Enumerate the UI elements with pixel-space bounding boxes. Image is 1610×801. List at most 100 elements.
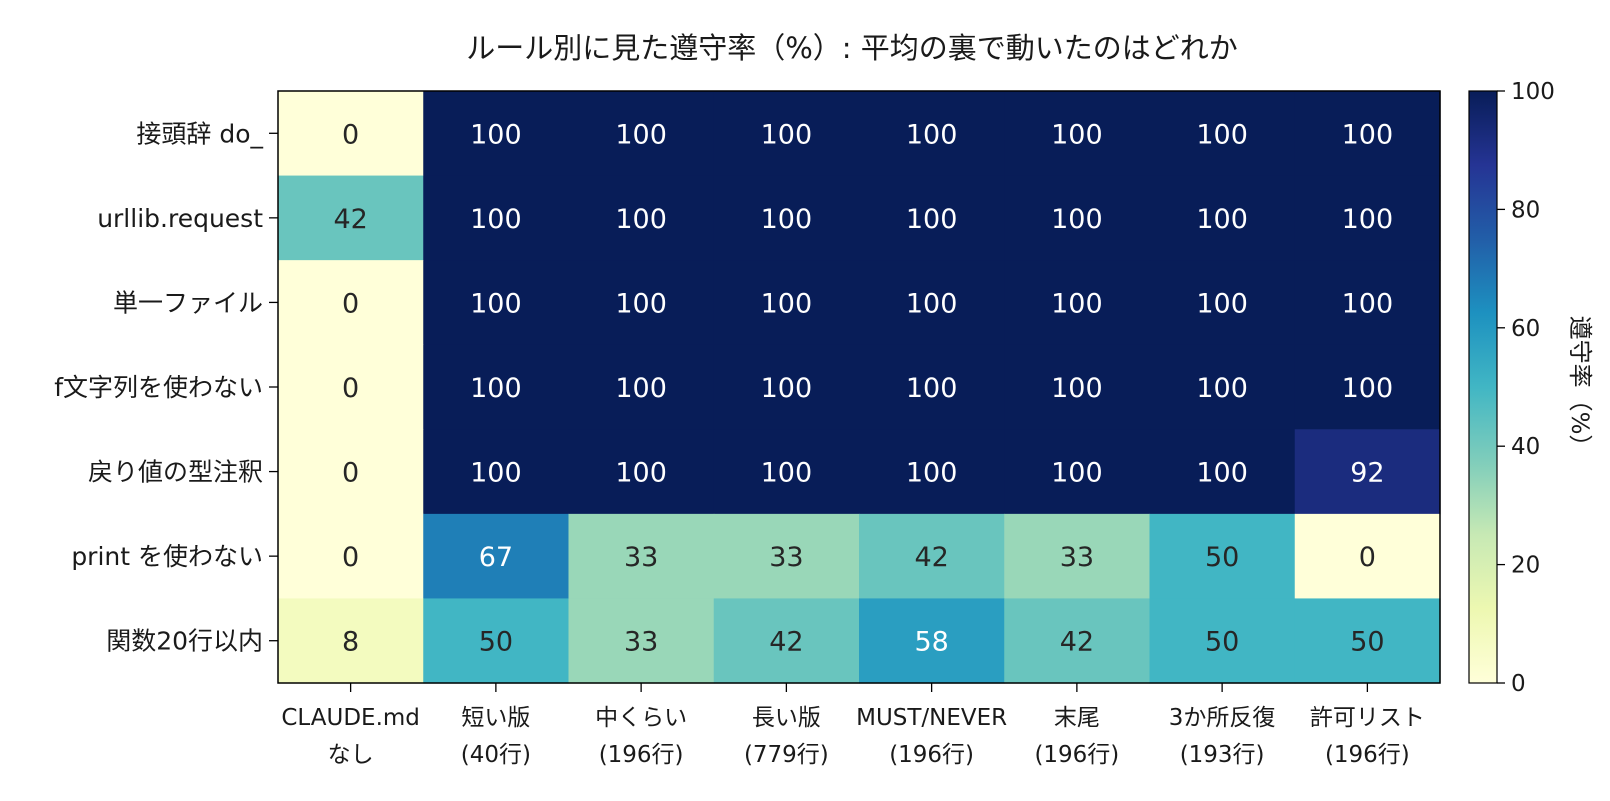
column-label: CLAUDE.md <box>281 705 420 731</box>
heatmap-cell <box>859 260 1005 346</box>
row-label: 接頭辞 do_ <box>136 119 263 148</box>
cell-value-label: 100 <box>761 119 813 150</box>
heatmap-cell <box>1294 513 1441 600</box>
heatmap-cell <box>568 513 715 600</box>
cell-value-label: 100 <box>1196 373 1248 404</box>
cell-value-label: 100 <box>1342 288 1394 319</box>
row-label: print を使わない <box>71 542 263 571</box>
heatmap-cell <box>568 91 715 177</box>
cell-value-label: 100 <box>906 288 958 319</box>
row-label: urllib.request <box>97 204 263 233</box>
heatmap-cell <box>278 260 424 346</box>
row-axis: 接頭辞 do_ urllib.request 単一ファイル f文字列を使わない戻り値の… <box>54 119 278 656</box>
row-label: 戻り値の型注釈 <box>88 458 263 487</box>
cell-value-label: 100 <box>1051 288 1103 319</box>
cell-value-label: 50 <box>1205 542 1239 573</box>
column-label: MUST/NEVER <box>856 705 1007 731</box>
cell-value-label: 50 <box>1205 627 1239 658</box>
cell-value-label: 42 <box>1060 627 1094 658</box>
cell-value-label: 0 <box>342 542 359 573</box>
cell-value-label: 100 <box>761 458 813 489</box>
cell-value-label: 100 <box>615 458 667 489</box>
heatmap-cell <box>568 598 715 684</box>
heatmap-cell <box>713 344 860 430</box>
cell-value-label: 0 <box>342 288 359 319</box>
column-label: (193行) <box>1180 742 1265 768</box>
row-label: 単一ファイル <box>113 288 263 317</box>
colorbar-tick-label: 100 <box>1511 79 1555 105</box>
heatmap-cell <box>713 429 860 515</box>
column-label: 3か所反復 <box>1169 705 1276 731</box>
heatmap-cell <box>1004 91 1151 177</box>
heatmap-cell <box>423 429 570 515</box>
heatmap-cell <box>1149 344 1296 430</box>
heatmap-cell <box>1149 175 1296 261</box>
heatmap-cell <box>1294 91 1441 177</box>
heatmap-cell <box>713 513 860 600</box>
heatmap-cell <box>1294 175 1441 261</box>
colorbar-label: 遵守率（%） <box>1566 316 1594 459</box>
cell-value-label: 100 <box>1051 204 1103 235</box>
colorbar-tick-label: 80 <box>1511 197 1540 223</box>
column-label: (196行) <box>1034 742 1119 768</box>
column-label: 中くらい <box>595 705 687 731</box>
cell-value-label: 100 <box>615 119 667 150</box>
heatmap-cell <box>423 260 570 346</box>
column-label: 末尾 <box>1054 705 1100 731</box>
heatmap-cell <box>1149 598 1296 684</box>
heatmap-cell <box>1294 429 1441 515</box>
heatmap-cell <box>278 429 424 515</box>
cell-value-label: 67 <box>479 542 513 573</box>
cell-value-labels: 0 100 100 100 100 100 100 100 42 100 100 100 100 100 1… <box>333 119 1393 657</box>
cell-value-label: 100 <box>1196 119 1248 150</box>
cell-value-label: 100 <box>1051 119 1103 150</box>
heatmap-cell <box>713 175 860 261</box>
cell-value-label: 100 <box>761 204 813 235</box>
heatmap-cell <box>278 513 424 600</box>
cell-value-label: 100 <box>1342 119 1394 150</box>
colorbar-tick-label: 20 <box>1511 553 1540 579</box>
column-label: (196行) <box>1325 742 1410 768</box>
heatmap-cell <box>1149 260 1296 346</box>
heatmap-cell <box>859 513 1005 600</box>
cell-value-label: 100 <box>906 204 958 235</box>
cell-value-label: 100 <box>470 119 522 150</box>
heatmap-cell <box>423 91 570 177</box>
row-label: f文字列を使わない <box>54 373 263 402</box>
heatmap-cell <box>713 598 860 684</box>
cell-value-label: 100 <box>761 373 813 404</box>
cell-value-label: 100 <box>615 204 667 235</box>
cell-value-label: 92 <box>1350 458 1384 489</box>
heatmap-cell <box>423 175 570 261</box>
cell-value-label: 100 <box>906 458 958 489</box>
heatmap-cell <box>278 91 424 177</box>
colorbar: 0 20 40 60 80 100 <box>1468 79 1555 697</box>
cell-value-label: 42 <box>914 542 948 573</box>
cell-value-label: 100 <box>615 288 667 319</box>
heatmap-cells <box>278 91 1441 684</box>
cell-value-label: 0 <box>342 458 359 489</box>
heatmap-cell <box>1294 344 1441 430</box>
cell-value-label: 33 <box>624 627 658 658</box>
cell-value-label: 33 <box>624 542 658 573</box>
column-label: (40行) <box>461 742 531 768</box>
cell-value-label: 33 <box>1060 542 1094 573</box>
colorbar-tick-label: 60 <box>1511 316 1540 342</box>
heatmap-cell <box>568 260 715 346</box>
cell-value-label: 100 <box>906 373 958 404</box>
cell-value-label: 0 <box>342 373 359 404</box>
cell-value-label: 100 <box>470 288 522 319</box>
cell-value-label: 100 <box>1196 204 1248 235</box>
heatmap-cell <box>859 598 1005 684</box>
column-label: (779行) <box>744 742 829 768</box>
heatmap-cell <box>568 175 715 261</box>
chart-title: ルール別に見た遵守率（%）: 平均の裏で動いたのはどれか <box>466 31 1238 65</box>
cell-value-label: 50 <box>1350 627 1384 658</box>
heatmap-cell <box>1004 513 1151 600</box>
cell-value-label: 100 <box>1342 373 1394 404</box>
cell-value-label: 33 <box>769 542 803 573</box>
colorbar-tick-label: 0 <box>1511 671 1526 697</box>
cell-value-label: 100 <box>470 373 522 404</box>
column-label: 長い版 <box>752 705 821 731</box>
